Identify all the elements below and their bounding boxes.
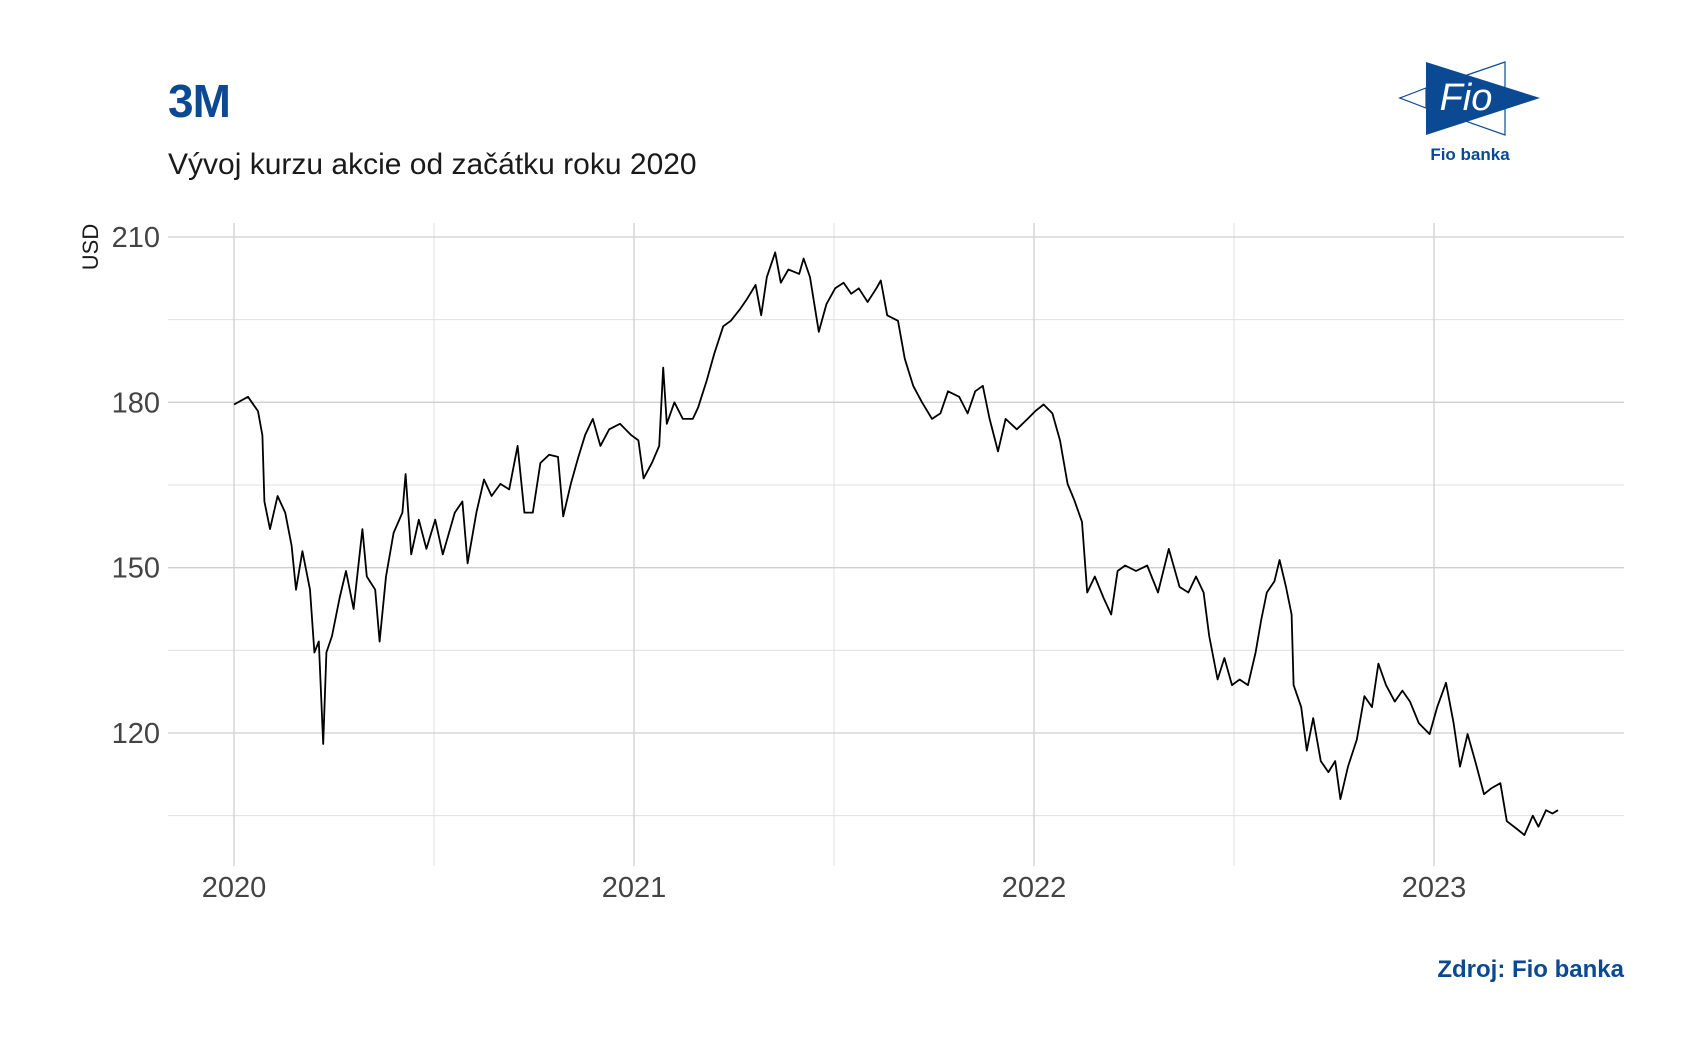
x-tick-label: 2023 bbox=[1402, 872, 1467, 904]
logo-caption: Fio banka bbox=[1430, 145, 1510, 164]
source-note: Zdroj: Fio banka bbox=[1437, 956, 1624, 983]
chart-title: 3M bbox=[168, 75, 231, 127]
x-tick-label: 2022 bbox=[1002, 872, 1067, 904]
series-line-3m bbox=[233, 251, 1559, 836]
x-axis-tick-labels: 2020 2021 2022 2023 bbox=[202, 872, 1467, 904]
y-axis-tick-labels: 120 150 180 210 bbox=[112, 222, 160, 750]
y-tick-label: 150 bbox=[112, 553, 160, 585]
y-tick-label: 120 bbox=[112, 718, 160, 750]
y-tick-label: 180 bbox=[112, 387, 160, 419]
fio-banka-logo: Fio Fio banka bbox=[1398, 60, 1548, 172]
y-tick-label: 210 bbox=[112, 222, 160, 254]
x-tick-label: 2020 bbox=[202, 872, 267, 904]
y-axis-label: USD bbox=[78, 224, 103, 270]
chart-subtitle: Vývoj kurzu akcie od začátku roku 2020 bbox=[168, 148, 697, 181]
svg-text:Fio: Fio bbox=[1440, 77, 1493, 119]
x-tick-label: 2021 bbox=[602, 872, 667, 904]
